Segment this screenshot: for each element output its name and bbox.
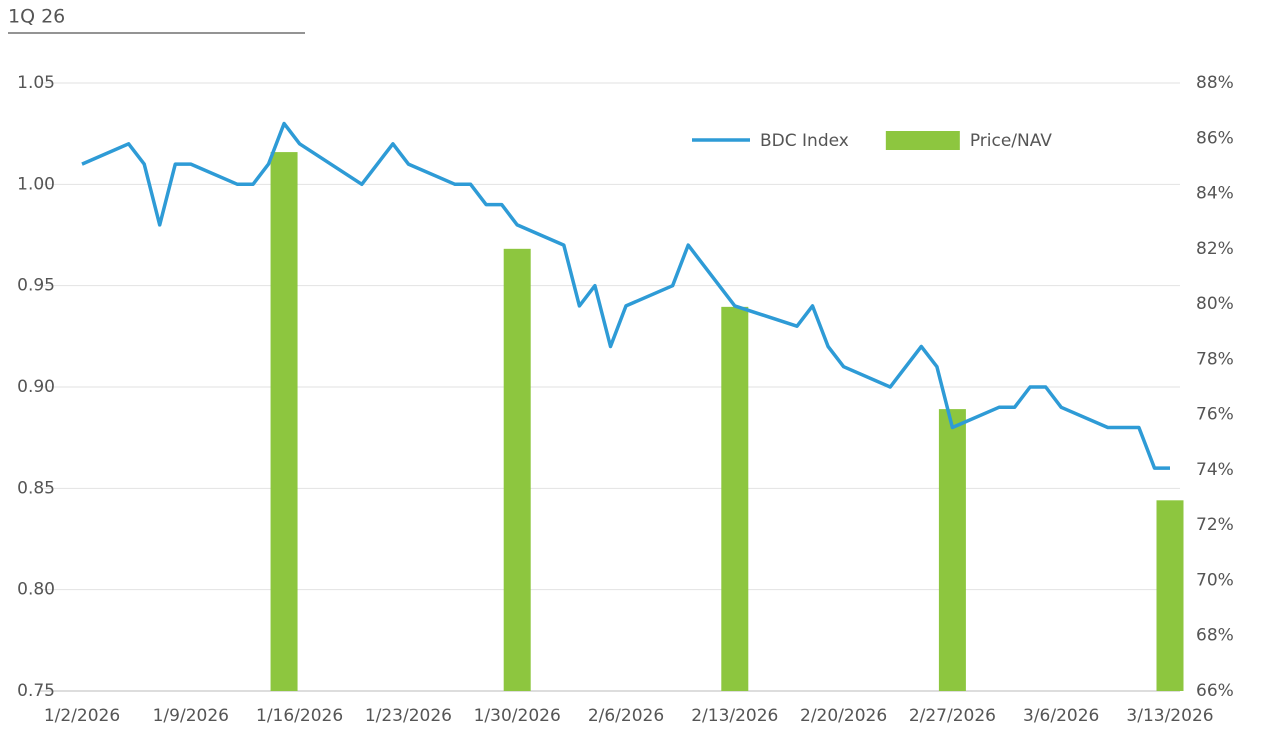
y2-tick-label: 86% xyxy=(1196,128,1234,148)
y-tick-label: 1.00 xyxy=(17,174,55,194)
y-tick-label: 0.85 xyxy=(17,478,55,498)
x-tick-label: 3/6/2026 xyxy=(1023,706,1099,726)
legend-swatch xyxy=(885,131,960,150)
y2-tick-label: 70% xyxy=(1196,570,1234,590)
legend-label: BDC Index xyxy=(760,131,849,151)
x-tick-label: 1/23/2026 xyxy=(365,706,452,726)
x-tick-label: 1/9/2026 xyxy=(153,706,229,726)
y2-tick-label: 72% xyxy=(1196,515,1234,535)
y2-tick-label: 82% xyxy=(1196,239,1234,259)
x-tick-label: 3/13/2026 xyxy=(1126,706,1213,726)
bar xyxy=(503,248,531,691)
y2-tick-label: 84% xyxy=(1196,184,1234,204)
bar xyxy=(721,306,749,691)
bar xyxy=(270,152,298,691)
x-tick-label: 1/16/2026 xyxy=(256,706,343,726)
x-tick-label: 2/20/2026 xyxy=(800,706,887,726)
y2-tick-label: 78% xyxy=(1196,349,1234,369)
legend-label: Price/NAV xyxy=(970,131,1052,151)
bar xyxy=(1156,500,1184,691)
line xyxy=(81,121,1170,470)
x-tick-label: 2/27/2026 xyxy=(909,706,996,726)
x-tick-label: 2/6/2026 xyxy=(588,706,664,726)
y2-tick-label: 80% xyxy=(1196,294,1234,314)
y2-tick-label: 74% xyxy=(1196,460,1234,480)
y2-tick-label: 88% xyxy=(1196,73,1234,93)
y-tick-label: 0.75 xyxy=(17,681,55,701)
y-tick-label: 0.80 xyxy=(17,580,55,600)
x-tick-label: 1/30/2026 xyxy=(474,706,561,726)
x-tick-label: 2/13/2026 xyxy=(691,706,778,726)
bar xyxy=(938,409,966,691)
y-tick-label: 0.90 xyxy=(17,377,55,397)
y-tick-label: 1.05 xyxy=(17,73,55,93)
x-tick-label: 1/2/2026 xyxy=(44,706,120,726)
chart-title: 1Q 26 xyxy=(8,6,65,28)
y2-tick-label: 76% xyxy=(1196,405,1234,425)
y2-tick-label: 68% xyxy=(1196,626,1234,646)
y-tick-label: 0.95 xyxy=(17,276,55,296)
y2-tick-label: 66% xyxy=(1196,681,1234,701)
